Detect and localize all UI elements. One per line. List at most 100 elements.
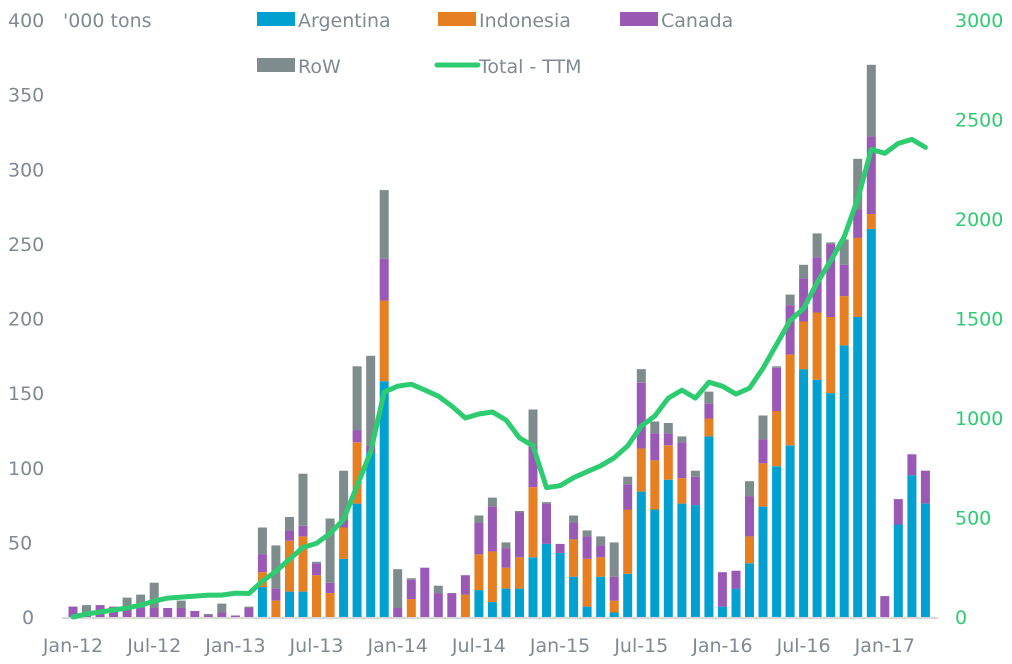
y-tick-label: 200	[8, 309, 44, 331]
bar-canada-jan-13	[230, 615, 240, 617]
bar-row-nov-14	[528, 409, 538, 446]
y2-tick-label: 2500	[955, 110, 1003, 132]
bar-argentina-mar-17	[907, 475, 917, 617]
bar-argentina-jan-15	[555, 552, 565, 617]
y-tick-label: 300	[8, 159, 44, 181]
y2-tick-label: 1500	[955, 309, 1003, 331]
bar-indonesia-may-16	[772, 411, 782, 467]
bar-canada-oct-12	[190, 611, 200, 617]
bar-argentina-sep-15	[663, 479, 673, 617]
bar-argentina-jun-13	[298, 591, 308, 617]
bar-indonesia-oct-16	[839, 296, 849, 346]
bar-argentina-aug-15	[650, 509, 660, 617]
bar-canada-dec-13	[379, 258, 389, 301]
bar-argentina-oct-15	[677, 503, 687, 617]
bar-row-aug-13	[325, 518, 335, 583]
bar-canada-jan-17	[880, 596, 890, 617]
bar-indonesia-nov-16	[853, 237, 863, 317]
bar-indonesia-mar-15	[582, 558, 592, 607]
bar-row-apr-16	[758, 415, 768, 440]
units-label: '000 tons	[63, 10, 152, 32]
bar-indonesia-dec-15	[704, 418, 714, 437]
bar-row-aug-15	[650, 421, 660, 434]
x-tick-label: Jul-15	[613, 635, 668, 657]
bar-canada-jul-13	[312, 563, 321, 576]
y-tick-label: 250	[8, 234, 44, 256]
bar-argentina-apr-15	[596, 576, 606, 617]
bar-row-jun-16	[785, 294, 795, 305]
bar-row-mar-13	[257, 527, 267, 555]
bar-indonesia-may-13	[285, 540, 294, 592]
bar-indonesia-apr-16	[758, 463, 768, 507]
bar-argentina-oct-16	[839, 345, 849, 617]
bar-canada-jun-15	[623, 484, 633, 510]
bar-canada-aug-13	[325, 582, 335, 594]
bar-canada-jan-16	[717, 572, 727, 607]
x-tick-label: Jan-16	[691, 635, 752, 657]
bar-canada-jan-15	[555, 543, 565, 553]
bar-canada-may-13	[285, 530, 294, 541]
bar-canada-nov-12	[203, 615, 213, 617]
bar-row-feb-14	[406, 578, 416, 580]
bar-row-jun-12	[136, 594, 146, 608]
bar-argentina-may-15	[609, 612, 619, 617]
bar-argentina-aug-16	[812, 379, 822, 617]
y2-tick-label: 500	[955, 508, 991, 530]
y-tick-label: 50	[8, 532, 32, 554]
bar-row-may-13	[285, 517, 294, 531]
bar-indonesia-jul-14	[474, 554, 484, 591]
bars-layer	[68, 64, 930, 617]
bar-indonesia-jun-13	[298, 536, 308, 592]
bar-canada-oct-16	[839, 264, 849, 297]
bar-canada-dec-12	[217, 612, 227, 617]
bar-row-sep-15	[663, 423, 673, 434]
total-ttm-line	[70, 136, 928, 620]
bar-argentina-jul-14	[474, 590, 484, 617]
bar-argentina-dec-13	[379, 381, 389, 617]
bar-canada-jun-14	[460, 575, 470, 595]
bar-canada-may-16	[772, 367, 782, 412]
legend-label-argentina: Argentina	[298, 10, 391, 32]
bar-row-apr-15	[596, 536, 606, 546]
legend-swatch-argentina	[257, 12, 295, 26]
bar-canada-jul-15	[636, 382, 646, 449]
bar-row-apr-14	[433, 585, 443, 594]
bar-row-dec-16	[866, 64, 876, 137]
x-tick-label: Jul-16	[776, 635, 831, 657]
x-axis: Jan-12 Jul-12 Jan-13 Jul-13 Jan-14 Jul-14 Jan-…	[42, 635, 915, 657]
bar-canada-mar-17	[907, 454, 917, 476]
bar-row-apr-13	[271, 545, 281, 589]
bar-row-sep-16	[826, 242, 836, 244]
bar-row-mar-16	[745, 481, 754, 497]
legend-label-canada: Canada	[661, 10, 733, 32]
bar-canada-dec-14	[542, 503, 551, 544]
bar-row-nov-12	[203, 614, 213, 616]
legend-swatch-row	[257, 58, 295, 72]
legend-swatch-canada	[620, 12, 658, 26]
bar-canada-jul-12	[149, 608, 159, 617]
bar-argentina-may-16	[772, 466, 782, 617]
bar-argentina-dec-14	[542, 543, 551, 617]
y-tick-label: 350	[8, 85, 44, 107]
bar-canada-may-12	[122, 609, 132, 617]
bar-canada-may-15	[609, 576, 619, 601]
bar-canada-dec-16	[866, 136, 876, 214]
x-tick-label: Jan-14	[367, 635, 428, 657]
bar-argentina-dec-16	[866, 228, 876, 617]
bar-argentina-oct-13	[352, 503, 362, 617]
bar-canada-jul-16	[799, 278, 809, 322]
bar-indonesia-mar-16	[745, 536, 754, 564]
bar-indonesia-dec-13	[379, 300, 389, 382]
bar-row-jan-14	[393, 569, 403, 608]
bar-argentina-jun-15	[623, 573, 633, 617]
bar-argentina-nov-16	[853, 317, 863, 617]
bar-row-jun-15	[623, 476, 633, 485]
bar-row-nov-15	[690, 470, 700, 477]
bar-row-dec-12	[217, 603, 227, 613]
bar-argentina-nov-15	[690, 505, 700, 617]
bar-row-oct-16	[839, 239, 849, 265]
bar-row-oct-15	[677, 436, 687, 443]
x-tick-label: Jul-12	[126, 635, 181, 657]
bar-canada-aug-14	[487, 506, 497, 552]
x-tick-label: Jan-12	[42, 635, 103, 657]
